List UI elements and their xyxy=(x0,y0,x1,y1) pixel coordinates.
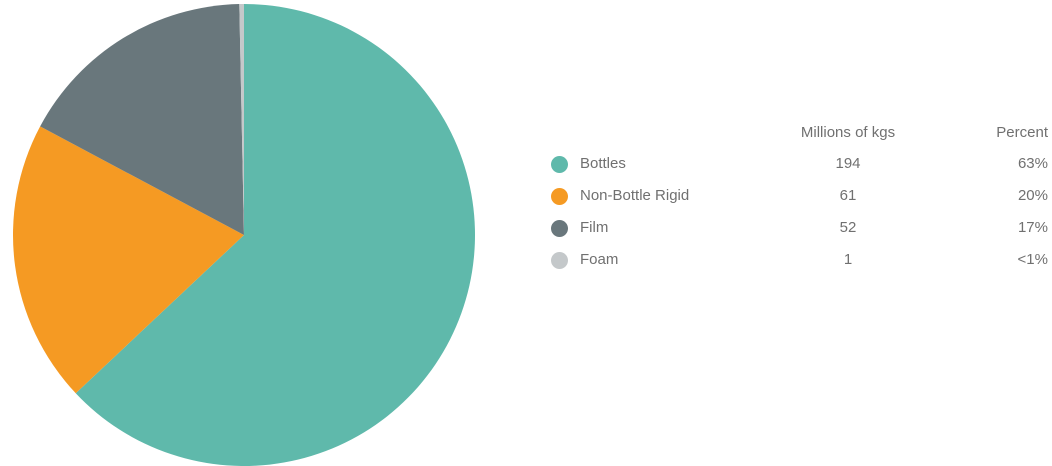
legend-label: Non-Bottle Rigid xyxy=(580,187,690,204)
legend-swatch xyxy=(551,220,568,237)
legend-row-foam: Foam 1 <1% xyxy=(548,244,1048,276)
legend-row-film: Film 52 17% xyxy=(548,212,1048,244)
legend-table: Millions of kgs Percent Bottles 194 63% … xyxy=(548,118,1048,276)
legend-value: 194 xyxy=(835,155,861,172)
legend-row-bottles: Bottles 194 63% xyxy=(548,148,1048,180)
legend-label: Foam xyxy=(580,251,619,268)
legend-percent: 17% xyxy=(1017,219,1048,236)
legend-value: 1 xyxy=(843,251,853,268)
legend-swatch xyxy=(551,252,568,269)
legend-header: Millions of kgs Percent xyxy=(548,118,1048,148)
pie-chart xyxy=(13,4,476,466)
percent-column-header: Percent xyxy=(996,124,1048,141)
pie-slice-foam xyxy=(239,4,244,235)
legend-swatch xyxy=(551,188,568,205)
legend-row-non-bottle-rigid: Non-Bottle Rigid 61 20% xyxy=(548,180,1048,212)
legend-percent: 20% xyxy=(1017,187,1048,204)
value-column-header: Millions of kgs xyxy=(800,124,896,141)
legend-value: 52 xyxy=(839,219,857,236)
legend-value: 61 xyxy=(839,187,857,204)
legend-swatch xyxy=(551,156,568,173)
legend-percent: <1% xyxy=(1017,251,1048,268)
legend-percent: 63% xyxy=(1017,155,1048,172)
pie-slice-bottles xyxy=(75,4,476,466)
pie-slice-non-bottle-rigid xyxy=(13,126,245,394)
legend-label: Film xyxy=(580,219,609,236)
legend-label: Bottles xyxy=(580,155,626,172)
pie-slice-film xyxy=(40,4,244,235)
